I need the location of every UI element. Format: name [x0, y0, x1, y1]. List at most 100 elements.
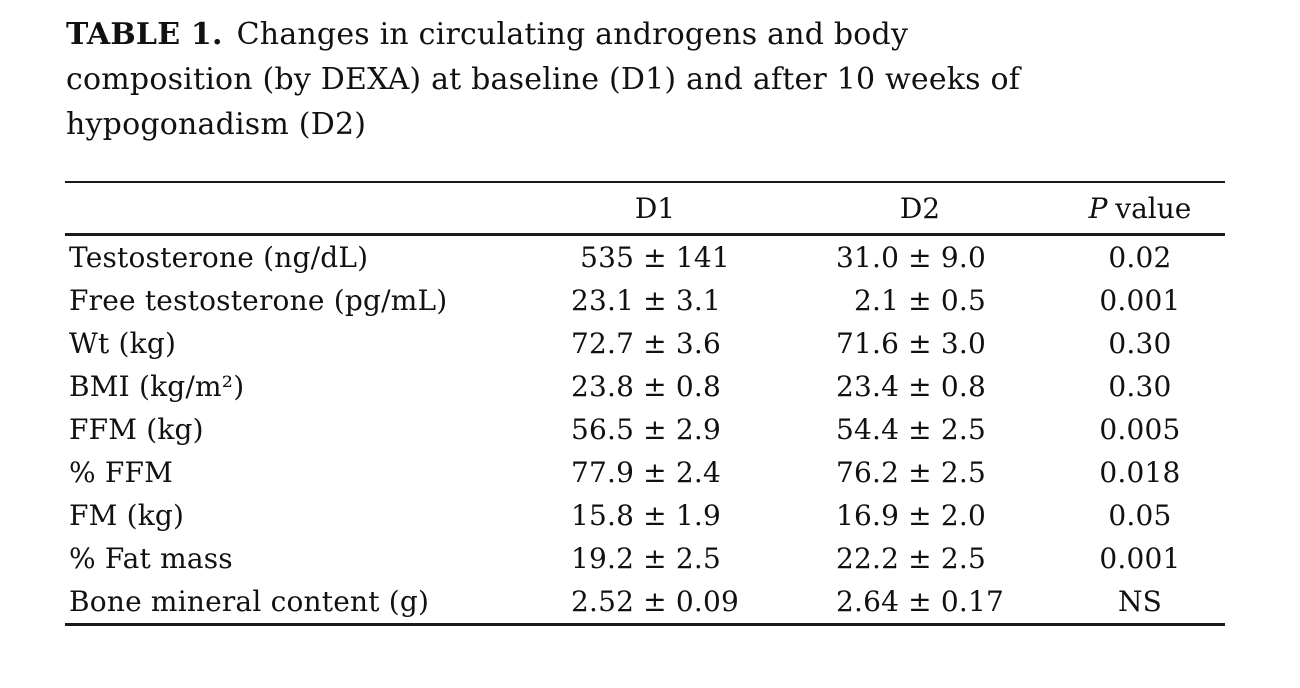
d1-cell: 19.2 ±2.5 — [525, 542, 785, 575]
plus-minus-sign: ± — [908, 327, 932, 360]
d2-mean: 16.9 — [836, 499, 900, 532]
d1-mean: 72.7 — [571, 327, 635, 360]
caption-line-2: composition (by DEXA) at baseline (D1) a… — [66, 62, 1021, 97]
p-value-cell: NS — [1117, 585, 1163, 618]
d1-mean: 23.8 — [571, 370, 635, 403]
d1-cell: 56.5 ±2.9 — [525, 413, 785, 446]
plus-minus-sign: ± — [643, 413, 667, 446]
d2-mean: 23.4 — [836, 370, 900, 403]
table-row: Testosterone (ng/dL) 535 ±141 31.0 ±9.0 0.… — [65, 236, 1225, 279]
plus-minus-sign: ± — [908, 542, 932, 575]
d1-mean: 56.5 — [571, 413, 635, 446]
plus-minus-sign: ± — [643, 284, 667, 317]
plus-minus-sign: ± — [643, 456, 667, 489]
table-row: Wt (kg) 72.7 ±3.6 71.6 ±3.0 0.30 — [65, 322, 1225, 365]
d2-mean: 76.2 — [836, 456, 900, 489]
d2-cell: 54.4 ±2.5 — [785, 413, 1055, 446]
header-d2: D2 — [899, 191, 941, 225]
d1-sd: 3.1 — [675, 284, 721, 317]
d2-cell: 71.6 ±3.0 — [785, 327, 1055, 360]
caption-text-1: Changes in circulating androgens and bod… — [236, 17, 909, 52]
plus-minus-sign: ± — [908, 241, 932, 274]
table-row: % Fat mass 19.2 ±2.5 22.2 ±2.5 0.001 — [65, 537, 1225, 580]
row-label: % FFM — [69, 456, 174, 489]
plus-minus-sign: ± — [643, 585, 667, 618]
d1-cell: 77.9 ±2.4 — [525, 456, 785, 489]
d1-sd: 2.9 — [675, 413, 721, 446]
d2-cell: 16.9 ±2.0 — [785, 499, 1055, 532]
d1-sd: 2.4 — [675, 456, 721, 489]
d2-cell: 31.0 ±9.0 — [785, 241, 1055, 274]
p-value-cell: 0.05 — [1108, 499, 1172, 532]
d1-mean: 535 — [580, 241, 635, 274]
header-p-italic: P — [1088, 191, 1108, 225]
table-number-label: TABLE 1. — [66, 17, 223, 52]
table-row: Bone mineral content (g) 2.52 ±0.09 2.64 ±… — [65, 580, 1225, 623]
d1-cell: 15.8 ±1.9 — [525, 499, 785, 532]
row-label: Bone mineral content (g) — [69, 585, 430, 618]
d2-sd: 2.5 — [940, 542, 986, 575]
row-label: Free testosterone (pg/mL) — [69, 284, 448, 317]
row-label: FFM (kg) — [69, 413, 204, 446]
table-row: FFM (kg) 56.5 ±2.9 54.4 ±2.5 0.005 — [65, 408, 1225, 451]
d2-cell: 23.4 ±0.8 — [785, 370, 1055, 403]
d2-sd: 9.0 — [940, 241, 986, 274]
d1-mean: 77.9 — [571, 456, 635, 489]
d1-cell: 23.1 ±3.1 — [525, 284, 785, 317]
p-value-cell: 0.018 — [1099, 456, 1181, 489]
d1-mean: 2.52 — [571, 585, 635, 618]
d2-sd: 0.5 — [940, 284, 986, 317]
plus-minus-sign: ± — [908, 499, 932, 532]
table-body: Testosterone (ng/dL) 535 ±141 31.0 ±9.0 0.… — [65, 236, 1225, 626]
p-value-cell: 0.30 — [1108, 370, 1172, 403]
table-row: Free testosterone (pg/mL) 23.1 ±3.1 2.1 ±0… — [65, 279, 1225, 322]
d1-sd: 2.5 — [675, 542, 721, 575]
d2-sd: 2.0 — [940, 499, 986, 532]
plus-minus-sign: ± — [643, 327, 667, 360]
plus-minus-sign: ± — [643, 241, 667, 274]
d1-cell: 535 ±141 — [525, 241, 785, 274]
d1-sd: 0.8 — [675, 370, 721, 403]
p-value-cell: 0.005 — [1099, 413, 1181, 446]
plus-minus-sign: ± — [643, 499, 667, 532]
p-value-cell: 0.02 — [1108, 241, 1172, 274]
p-value-cell: 0.001 — [1099, 542, 1181, 575]
d1-mean: 15.8 — [571, 499, 635, 532]
d1-cell: 23.8 ±0.8 — [525, 370, 785, 403]
p-value-cell: 0.001 — [1099, 284, 1181, 317]
row-label: FM (kg) — [69, 499, 185, 532]
header-p-rest: value — [1115, 191, 1192, 225]
d2-cell: 2.1 ±0.5 — [785, 284, 1055, 317]
table-row: FM (kg) 15.8 ±1.9 16.9 ±2.0 0.05 — [65, 494, 1225, 537]
plus-minus-sign: ± — [643, 370, 667, 403]
p-value-cell: 0.30 — [1108, 327, 1172, 360]
row-label: Wt (kg) — [69, 327, 177, 360]
plus-minus-sign: ± — [908, 413, 932, 446]
d2-sd: 2.5 — [940, 413, 986, 446]
header-d1: D1 — [634, 191, 676, 225]
d1-cell: 72.7 ±3.6 — [525, 327, 785, 360]
d2-mean: 2.64 — [836, 585, 900, 618]
plus-minus-sign: ± — [643, 542, 667, 575]
d2-sd: 2.5 — [940, 456, 986, 489]
table-caption: TABLE 1. Changes in circulating androgens… — [66, 12, 1206, 147]
d1-sd: 3.6 — [675, 327, 721, 360]
d2-sd: 0.8 — [940, 370, 986, 403]
row-label: % Fat mass — [69, 542, 233, 575]
d2-sd: 0.17 — [940, 585, 1004, 618]
d2-mean: 71.6 — [836, 327, 900, 360]
d2-sd: 3.0 — [940, 327, 986, 360]
table-row: % FFM 77.9 ±2.4 76.2 ±2.5 0.018 — [65, 451, 1225, 494]
plus-minus-sign: ± — [908, 370, 932, 403]
plus-minus-sign: ± — [908, 456, 932, 489]
d1-sd: 0.09 — [675, 585, 739, 618]
caption-line-3: hypogonadism (D2) — [66, 107, 367, 142]
d2-cell: 76.2 ±2.5 — [785, 456, 1055, 489]
d2-mean: 2.1 — [854, 284, 900, 317]
d1-sd: 141 — [675, 241, 730, 274]
d1-mean: 19.2 — [571, 542, 635, 575]
